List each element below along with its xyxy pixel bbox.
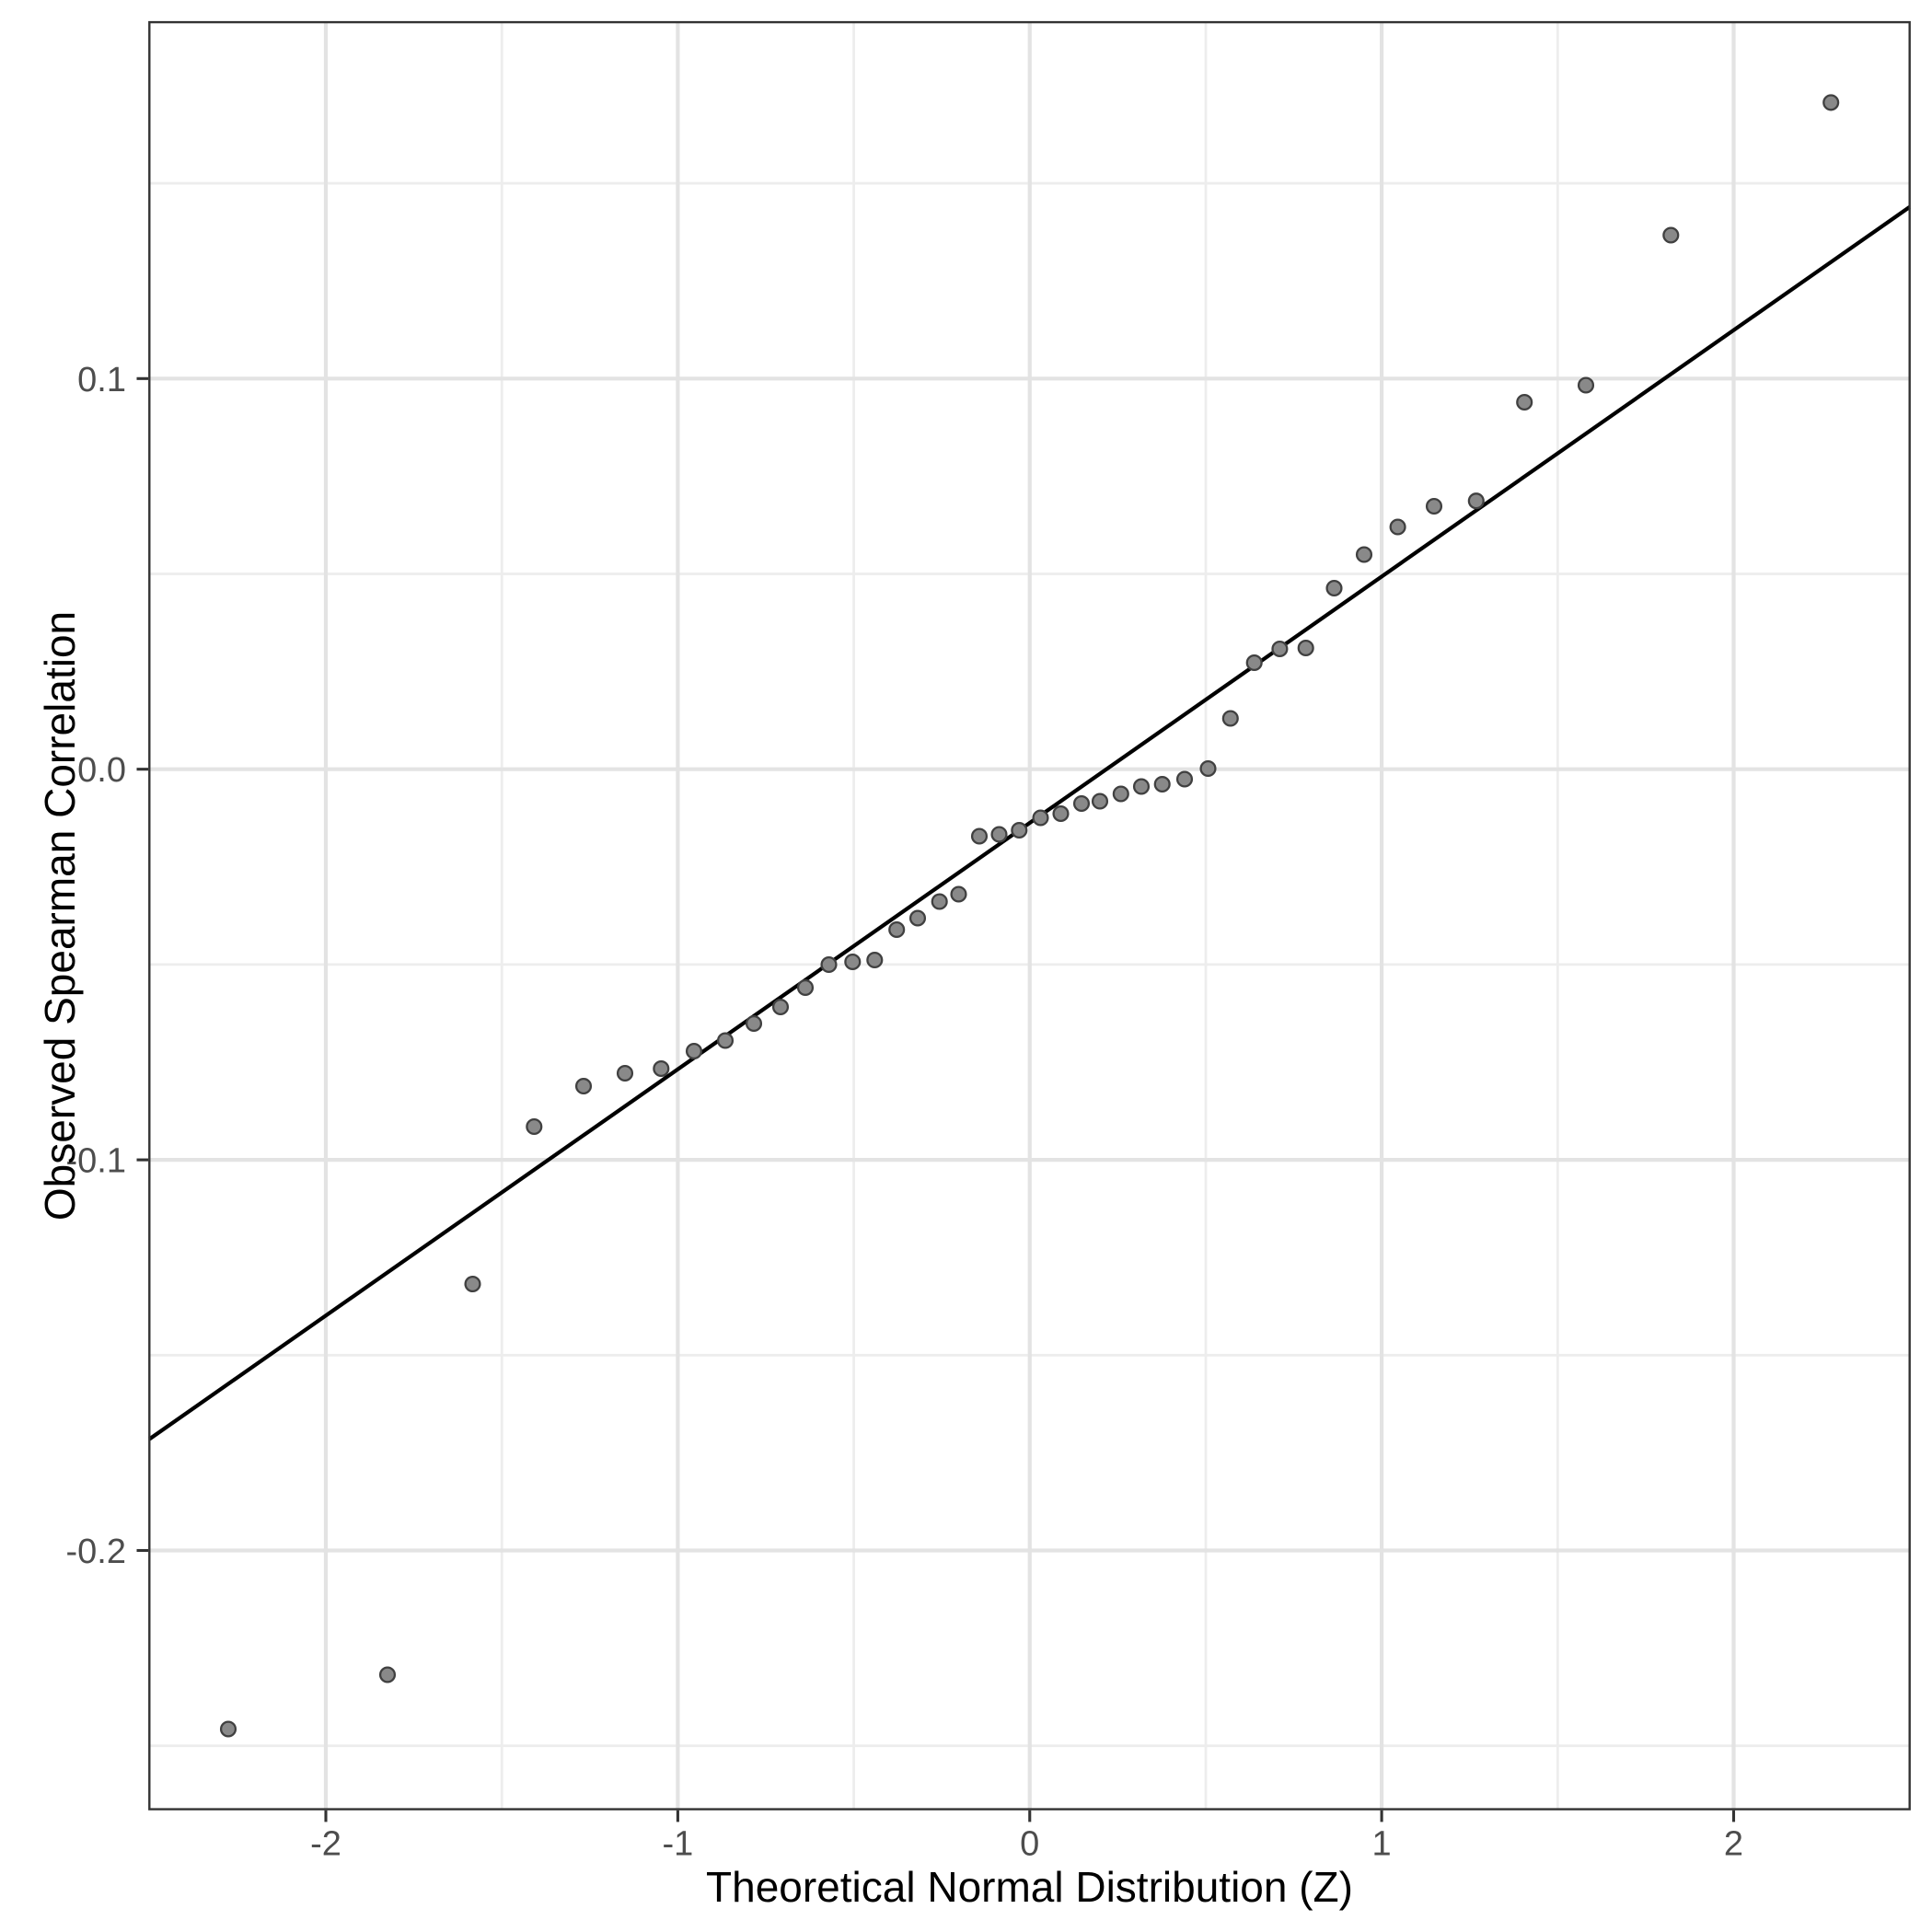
svg-text:-0.1: -0.1: [66, 1142, 126, 1181]
svg-text:0.0: 0.0: [77, 751, 126, 790]
svg-text:1: 1: [1372, 1825, 1392, 1864]
svg-text:0.1: 0.1: [77, 361, 126, 399]
svg-text:2: 2: [1724, 1825, 1743, 1864]
svg-text:Theoretical Normal Distributio: Theoretical Normal Distribution (Z): [706, 1863, 1353, 1911]
svg-text:-2: -2: [310, 1825, 341, 1864]
svg-text:0: 0: [1020, 1825, 1039, 1864]
svg-text:Observed Spearman Correlation: Observed Spearman Correlation: [36, 611, 84, 1221]
svg-text:-1: -1: [663, 1825, 694, 1864]
svg-text:-0.2: -0.2: [66, 1533, 126, 1571]
